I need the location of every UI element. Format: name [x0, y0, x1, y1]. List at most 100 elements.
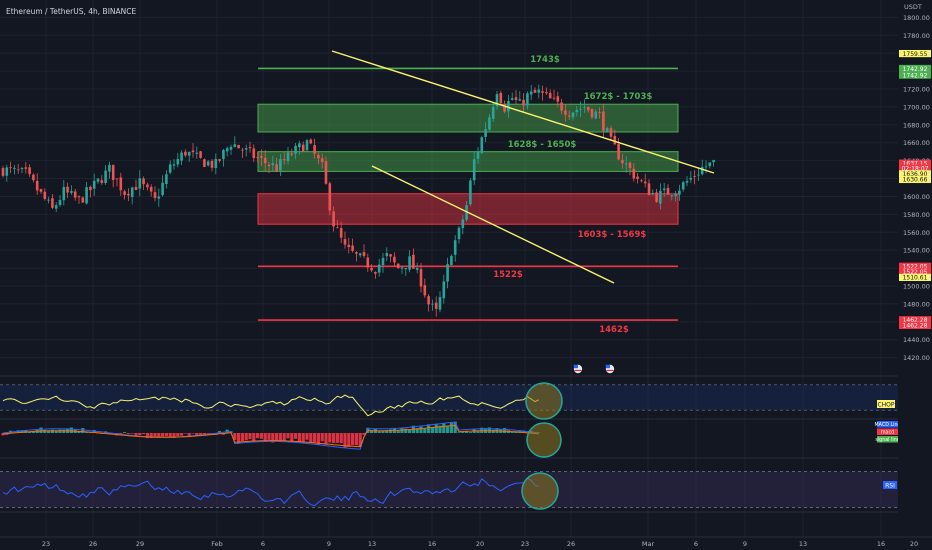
candle[interactable]: [241, 149, 244, 151]
candle[interactable]: [157, 196, 161, 199]
candle[interactable]: [138, 178, 142, 189]
candle[interactable]: [450, 255, 453, 266]
candle[interactable]: [617, 144, 620, 160]
candle[interactable]: [104, 170, 107, 184]
candle[interactable]: [180, 152, 183, 161]
candle[interactable]: [457, 227, 461, 240]
candle[interactable]: [370, 268, 373, 271]
candle[interactable]: [484, 129, 487, 137]
candle[interactable]: [412, 254, 415, 269]
candle[interactable]: [362, 252, 366, 256]
candle[interactable]: [628, 162, 632, 169]
candles[interactable]: [1, 84, 715, 317]
candle[interactable]: [39, 189, 43, 192]
candle[interactable]: [244, 148, 248, 150]
candle[interactable]: [655, 192, 658, 202]
candle[interactable]: [119, 177, 123, 191]
candle[interactable]: [127, 193, 130, 196]
candle[interactable]: [579, 108, 582, 110]
candle[interactable]: [309, 139, 313, 144]
candle[interactable]: [662, 188, 666, 191]
candle[interactable]: [149, 186, 153, 192]
candle[interactable]: [377, 264, 381, 273]
candle[interactable]: [583, 107, 586, 109]
candle[interactable]: [184, 151, 187, 156]
candle[interactable]: [222, 150, 225, 160]
candle[interactable]: [332, 211, 335, 227]
candle[interactable]: [674, 193, 677, 197]
candle[interactable]: [647, 183, 651, 196]
candle[interactable]: [678, 190, 681, 195]
candle[interactable]: [172, 164, 176, 166]
candle[interactable]: [507, 101, 510, 112]
candle[interactable]: [317, 155, 320, 159]
candle[interactable]: [111, 164, 115, 180]
candle[interactable]: [263, 157, 267, 164]
candle[interactable]: [214, 158, 218, 169]
candle[interactable]: [32, 174, 35, 181]
candle[interactable]: [499, 92, 503, 103]
candle[interactable]: [381, 257, 385, 266]
candle[interactable]: [374, 271, 377, 274]
candle[interactable]: [541, 91, 544, 93]
candle[interactable]: [404, 268, 408, 270]
candle[interactable]: [16, 169, 20, 171]
candle[interactable]: [47, 199, 50, 201]
candle[interactable]: [313, 145, 316, 154]
candle[interactable]: [9, 167, 12, 169]
candle[interactable]: [545, 92, 548, 94]
candle[interactable]: [605, 128, 609, 133]
candle[interactable]: [199, 151, 202, 158]
rsi-line[interactable]: [2, 477, 539, 507]
candle[interactable]: [643, 181, 647, 184]
candle[interactable]: [624, 163, 628, 165]
candle[interactable]: [552, 97, 556, 99]
candle[interactable]: [385, 253, 389, 257]
candle[interactable]: [537, 89, 541, 93]
candle[interactable]: [301, 144, 305, 152]
candle[interactable]: [51, 198, 54, 208]
candle[interactable]: [461, 219, 465, 229]
candle[interactable]: [161, 182, 164, 196]
candle[interactable]: [229, 146, 233, 150]
candle[interactable]: [89, 186, 92, 191]
candle[interactable]: [282, 159, 286, 161]
candle[interactable]: [548, 92, 552, 99]
candle[interactable]: [533, 89, 537, 93]
candle[interactable]: [233, 144, 237, 147]
candle[interactable]: [575, 109, 579, 113]
candle[interactable]: [320, 158, 324, 163]
candle[interactable]: [343, 239, 347, 245]
candle[interactable]: [560, 102, 563, 111]
candle[interactable]: [134, 186, 138, 190]
candle[interactable]: [495, 94, 499, 107]
candle[interactable]: [324, 161, 328, 184]
candle[interactable]: [286, 152, 290, 162]
candle[interactable]: [28, 167, 31, 175]
candle[interactable]: [389, 254, 392, 257]
candle[interactable]: [54, 205, 58, 209]
candle[interactable]: [290, 153, 294, 155]
candle[interactable]: [347, 244, 351, 248]
candle[interactable]: [210, 160, 214, 168]
candle[interactable]: [453, 240, 457, 255]
macd-line[interactable]: [2, 421, 539, 450]
candle[interactable]: [130, 187, 134, 198]
candle[interactable]: [218, 159, 221, 161]
candle[interactable]: [123, 191, 126, 195]
candle[interactable]: [203, 159, 206, 168]
candle[interactable]: [640, 180, 643, 182]
candle[interactable]: [206, 161, 210, 166]
candle[interactable]: [225, 148, 229, 152]
candle[interactable]: [35, 180, 39, 191]
candle[interactable]: [153, 192, 157, 198]
candle[interactable]: [66, 186, 69, 193]
candle[interactable]: [393, 256, 396, 263]
candle[interactable]: [571, 112, 575, 118]
candle[interactable]: [146, 184, 149, 188]
candle[interactable]: [237, 144, 240, 149]
candle[interactable]: [594, 111, 598, 119]
candle[interactable]: [693, 176, 696, 178]
candle[interactable]: [446, 264, 449, 282]
candle[interactable]: [503, 104, 506, 112]
